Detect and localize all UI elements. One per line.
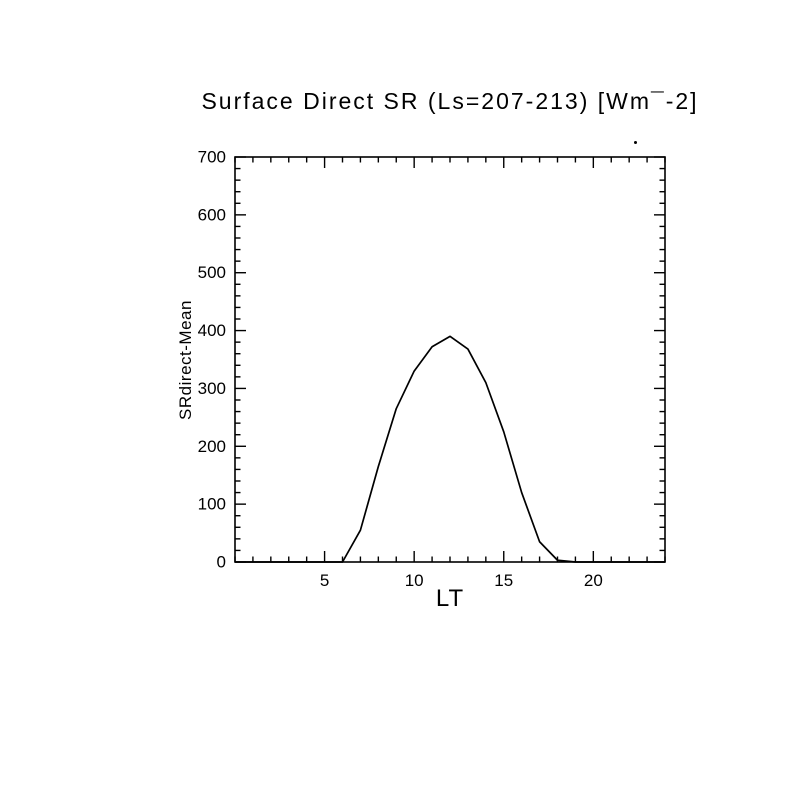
svg-text:700: 700 xyxy=(198,148,226,167)
svg-text:500: 500 xyxy=(198,263,226,282)
svg-text:200: 200 xyxy=(198,437,226,456)
svg-text:5: 5 xyxy=(320,571,329,590)
svg-text:20: 20 xyxy=(584,571,603,590)
svg-text:300: 300 xyxy=(198,379,226,398)
svg-text:100: 100 xyxy=(198,495,226,514)
svg-text:10: 10 xyxy=(405,571,424,590)
svg-text:15: 15 xyxy=(494,571,513,590)
chart-title: Surface Direct SR (Ls=207-213) [Wm¯-2] xyxy=(201,88,699,114)
stray-dot-mark xyxy=(634,141,637,144)
svg-text:600: 600 xyxy=(198,205,226,224)
svg-text:0: 0 xyxy=(217,553,226,572)
svg-text:400: 400 xyxy=(198,321,226,340)
x-axis-label: LT xyxy=(435,585,465,612)
y-axis-label: SRdirect-Mean xyxy=(176,300,195,420)
